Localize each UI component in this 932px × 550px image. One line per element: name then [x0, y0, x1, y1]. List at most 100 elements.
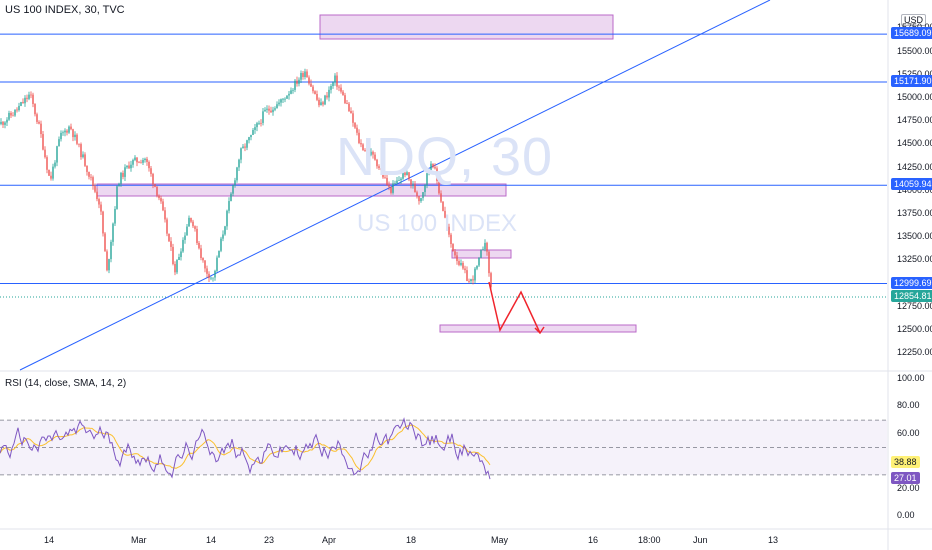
candle-body	[348, 103, 350, 112]
candle-body	[10, 112, 12, 116]
candle-body	[88, 171, 90, 177]
candle-body	[402, 172, 404, 179]
candle-body	[50, 175, 52, 179]
candle-body	[18, 105, 20, 111]
watermark-symbol: NDQ, 30	[336, 127, 554, 187]
candle-body	[4, 122, 6, 125]
candle-body	[368, 150, 370, 155]
supply-zone-top	[319, 14, 614, 40]
candle-body	[140, 162, 142, 164]
candle-body	[100, 204, 102, 212]
rsi-value-badge: 38.88	[891, 455, 920, 468]
candle-body	[80, 144, 82, 158]
candle-body	[198, 243, 200, 249]
candle-body	[426, 173, 428, 185]
candle-body	[486, 242, 488, 252]
candle-body	[324, 95, 326, 105]
price-tick-label: 14500.00	[897, 138, 932, 149]
candle-body	[196, 228, 198, 244]
candle-body	[44, 149, 46, 158]
candle-body	[214, 270, 216, 278]
rsi-ma-line	[0, 424, 491, 471]
candle-body	[122, 172, 124, 177]
candle-body	[86, 165, 88, 172]
rsi-tick-label: 0.00	[897, 510, 915, 520]
candle-body	[224, 226, 226, 235]
candle-body	[220, 238, 222, 251]
candle-body	[458, 261, 460, 265]
candle-body	[206, 268, 208, 274]
candle-body	[270, 110, 272, 113]
candle-body	[452, 244, 454, 252]
candle-body	[120, 172, 122, 184]
candle-body	[490, 273, 492, 288]
candle-body	[266, 108, 268, 110]
candle-body	[192, 221, 194, 227]
candle-body	[432, 163, 434, 168]
candle-body	[146, 158, 148, 163]
price-tick-label: 12250.00	[897, 347, 932, 358]
price-level-badge: 12854.81	[891, 289, 932, 302]
candle-body	[246, 140, 248, 148]
candle-body	[384, 177, 386, 179]
candle-body	[448, 226, 450, 235]
candle-body	[424, 184, 426, 193]
candle-body	[162, 201, 164, 211]
candle-body	[74, 134, 76, 138]
candle-body	[352, 113, 354, 123]
candle-body	[456, 255, 458, 262]
candle-body	[484, 242, 486, 250]
candle-body	[98, 199, 100, 205]
candle-body	[160, 198, 162, 202]
price-tick-label: 15250.00	[897, 68, 932, 79]
candle-body	[478, 257, 480, 266]
time-tick-label: Jun	[693, 535, 708, 545]
symbol-title[interactable]: US 100 INDEX, 30, TVC	[5, 4, 125, 16]
time-tick-label: 13	[768, 535, 779, 545]
candle-body	[404, 172, 406, 176]
candle-body	[148, 162, 150, 169]
candle-body	[216, 257, 218, 271]
candle-body	[252, 129, 254, 135]
candle-body	[130, 164, 132, 169]
candle-body	[462, 262, 464, 269]
candle-body	[362, 144, 364, 151]
candle-body	[238, 159, 240, 168]
candle-body	[62, 132, 64, 134]
candle-body	[382, 170, 384, 178]
candle-body	[488, 251, 490, 274]
candle-body	[108, 259, 110, 271]
candle-body	[370, 151, 372, 155]
candle-body	[414, 184, 416, 193]
candle-body	[42, 134, 44, 150]
candle-body	[388, 184, 390, 187]
candle-body	[444, 210, 446, 218]
candle-body	[56, 146, 58, 163]
candle-body	[400, 178, 402, 181]
candle-body	[110, 241, 112, 260]
candle-body	[418, 196, 420, 202]
candle-body	[376, 159, 378, 167]
candle-body	[244, 146, 246, 148]
time-tick-label: 16	[588, 535, 599, 545]
candle-body	[372, 151, 374, 155]
time-tick-label: May	[491, 535, 509, 545]
candle-body	[94, 186, 96, 192]
time-tick-label: Apr	[322, 535, 337, 545]
candle-body	[186, 226, 188, 236]
candle-body	[182, 239, 184, 252]
candle-body	[442, 201, 444, 211]
candle-body	[76, 134, 78, 144]
rsi-tick-label: 20.00	[897, 482, 920, 493]
candle-body	[0, 121, 2, 124]
candle-body	[142, 160, 144, 163]
price-tick-label: 15000.00	[897, 91, 932, 102]
candle-body	[276, 104, 278, 109]
rsi-indicator-title[interactable]: RSI (14, close, SMA, 14, 2)	[5, 378, 127, 389]
candle-body	[480, 250, 482, 258]
candle-body	[124, 167, 126, 177]
price-tick-label: 13250.00	[897, 254, 932, 265]
candle-body	[132, 159, 134, 165]
currency-badge[interactable]: USD	[901, 14, 927, 26]
